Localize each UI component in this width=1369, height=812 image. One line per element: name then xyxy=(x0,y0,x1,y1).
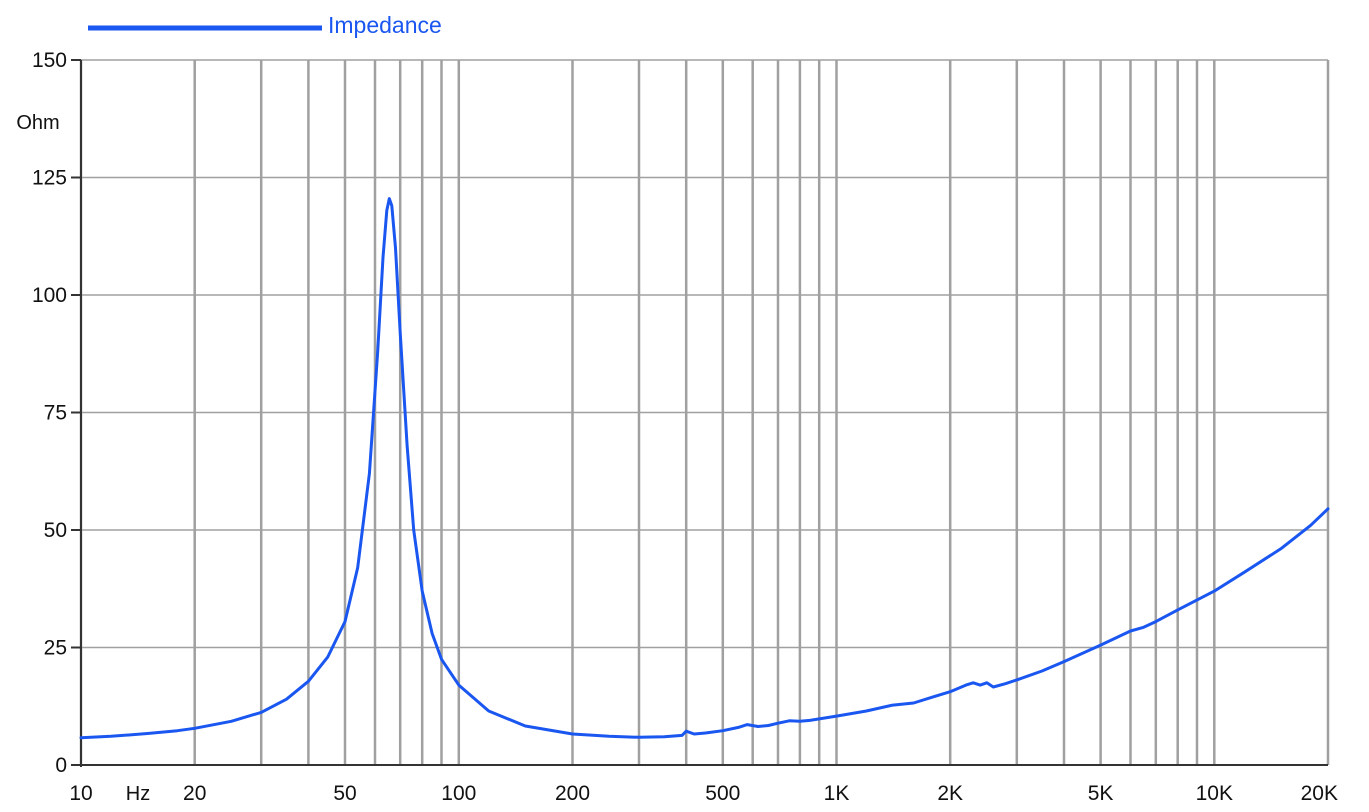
axes xyxy=(71,59,1328,767)
grid xyxy=(79,59,1330,766)
x-tick-label: 20 xyxy=(183,782,206,805)
series-line-impedance xyxy=(79,197,1330,740)
x-tick-label: 2K xyxy=(937,782,963,805)
y-tick-label: 125 xyxy=(32,167,67,190)
x-tick-label: 1K xyxy=(824,782,850,805)
x-tick-label: 10 xyxy=(69,782,92,805)
y-tick-label: 25 xyxy=(44,637,67,660)
series-layer xyxy=(79,197,1330,740)
x-tick-label: 50 xyxy=(333,782,356,805)
x-tick-label: 500 xyxy=(705,782,740,805)
y-tick-label: 150 xyxy=(32,49,67,72)
legend: Impedance xyxy=(88,12,442,38)
y-tick-label: 0 xyxy=(55,754,67,777)
x-tick-label: 20K xyxy=(1301,782,1338,805)
x-tick-label: 100 xyxy=(441,782,476,805)
x-axis-unit-label: Hz xyxy=(126,783,150,805)
x-tick-label: 5K xyxy=(1088,782,1114,805)
legend-label-impedance: Impedance xyxy=(328,12,442,38)
y-axis-unit-label: Ohm xyxy=(16,112,59,134)
x-tick-label: 200 xyxy=(555,782,590,805)
y-tick-labels: 0 25 50 75 100 125 150 xyxy=(32,49,67,777)
x-tick-labels: 10 20 50 100 200 500 1K 2K 5K 10K 20K xyxy=(69,782,1338,805)
y-tick-label: 100 xyxy=(32,284,67,307)
x-tick-label: 10K xyxy=(1196,782,1233,805)
y-tick-label: 75 xyxy=(44,402,67,425)
y-tick-label: 50 xyxy=(44,519,67,542)
